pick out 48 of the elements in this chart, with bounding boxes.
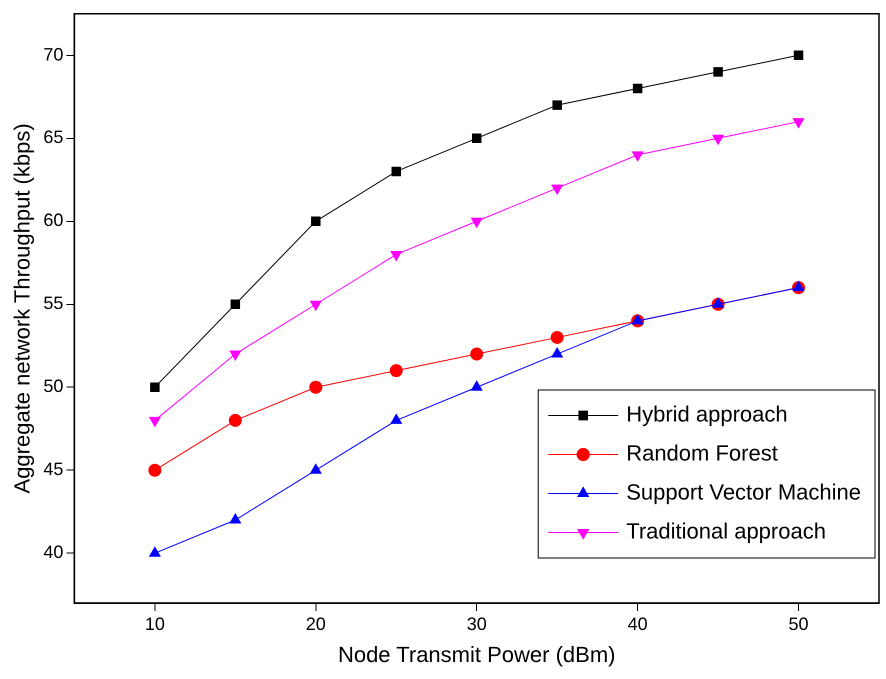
point — [550, 330, 564, 344]
point — [792, 118, 804, 128]
legend-label: Support Vector Machine — [626, 480, 862, 505]
point — [712, 298, 724, 308]
point — [471, 218, 482, 228]
x-axis-title: Node Transmit Power (dBm) — [338, 642, 616, 667]
point — [551, 348, 563, 358]
x-tick-label: 40 — [628, 614, 648, 634]
point — [310, 464, 322, 474]
point — [392, 166, 401, 176]
point — [150, 382, 160, 392]
point — [230, 514, 242, 524]
point — [713, 67, 723, 77]
y-tick-label: 50 — [43, 376, 64, 396]
y-tick-label: 65 — [43, 127, 64, 148]
point — [309, 380, 322, 394]
x-tick-label: 50 — [788, 614, 809, 634]
point — [794, 50, 804, 60]
point — [552, 100, 562, 110]
legend-label: Random Forest — [626, 440, 778, 466]
point — [551, 184, 563, 195]
y-tick-label: 40 — [43, 542, 64, 562]
x-tick-label: 20 — [306, 614, 326, 634]
point — [632, 314, 644, 324]
legend-label: Traditional approach — [626, 518, 826, 544]
y-tick-label: 55 — [43, 293, 64, 314]
y-tick-label: 45 — [43, 459, 64, 480]
point — [471, 380, 482, 391]
point — [230, 300, 240, 309]
point — [311, 216, 321, 226]
point — [792, 281, 804, 292]
point — [632, 151, 644, 162]
point — [148, 464, 162, 477]
point — [390, 414, 402, 424]
point — [149, 546, 161, 557]
point — [228, 414, 242, 427]
point — [390, 250, 402, 261]
x-tick-label: 30 — [466, 614, 487, 634]
point — [470, 348, 484, 361]
y-tick-label: 70 — [43, 44, 64, 64]
legend-label: Hybrid approach — [626, 402, 788, 427]
point — [712, 134, 724, 145]
point — [390, 364, 403, 378]
point — [472, 134, 482, 144]
x-tick-label: 10 — [144, 614, 165, 634]
point — [632, 84, 642, 94]
y-tick-label: 60 — [43, 210, 64, 230]
y-axis-title: Aggregate network Throughput (kbps) — [9, 123, 34, 494]
